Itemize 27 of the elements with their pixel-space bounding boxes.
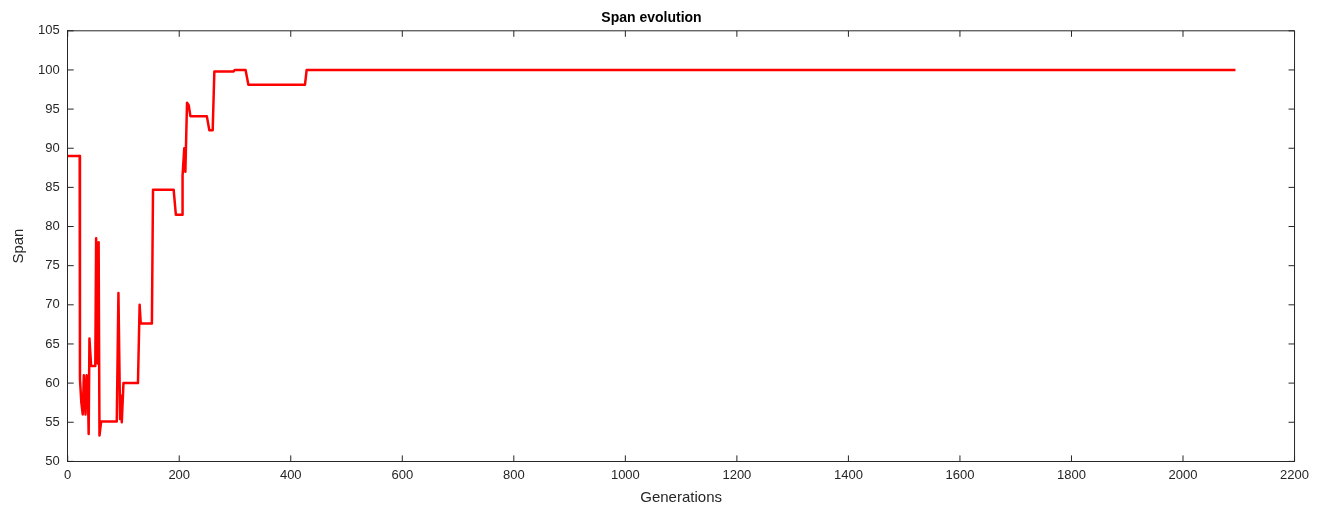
x-tick-label: 800 — [502, 466, 525, 482]
y-tick-label: 90 — [45, 139, 60, 155]
x-axis-title: Generations — [640, 488, 722, 506]
y-axis-title: Span — [9, 228, 27, 264]
y-tick-label: 55 — [45, 413, 60, 429]
y-tick-label: 70 — [45, 296, 60, 312]
y-tick-label: 80 — [45, 218, 60, 234]
x-tick-label: 1800 — [1057, 466, 1086, 482]
y-tick-label: 50 — [45, 452, 60, 468]
y-tick-label: 65 — [45, 335, 60, 351]
y-tick-label: 95 — [45, 100, 60, 116]
x-tick-label: 1200 — [722, 466, 752, 482]
x-tick-label: 2000 — [1168, 466, 1198, 482]
y-tick-label: 105 — [37, 22, 60, 38]
x-tick-label: 1400 — [833, 466, 863, 482]
x-tick-label: 2200 — [1280, 466, 1309, 482]
x-tick-label: 1000 — [610, 466, 640, 482]
x-tick-label: 200 — [168, 466, 191, 482]
y-tick-label: 75 — [45, 257, 60, 273]
x-tick-label: 0 — [64, 466, 72, 482]
y-tick-label: 100 — [37, 61, 60, 77]
x-tick-label: 1600 — [945, 466, 975, 482]
chart-title: Span evolution — [601, 9, 702, 26]
x-tick-label: 400 — [279, 466, 302, 482]
y-tick-label: 85 — [45, 178, 60, 194]
y-tick-label: 60 — [45, 374, 60, 390]
x-tick-label: 600 — [391, 466, 414, 482]
